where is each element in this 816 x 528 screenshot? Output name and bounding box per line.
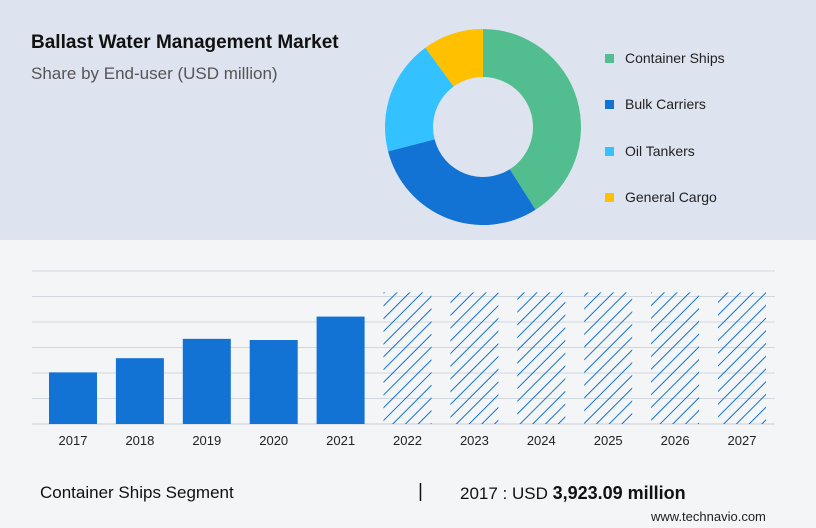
donut-slice-general-cargo <box>425 28 483 87</box>
donut-slice-bulk-carriers <box>388 139 536 225</box>
footer-separator: | <box>418 481 423 502</box>
segment-value: 2017 : USD 3,923.09 million <box>460 483 686 504</box>
legend-item-bulk-carriers: Bulk Carriers <box>605 94 706 114</box>
segment-label: Container Ships Segment <box>40 483 234 502</box>
forecast-bar-2024 <box>517 292 566 424</box>
x-tick-label-2025: 2025 <box>594 433 623 448</box>
forecast-bar-2025 <box>584 292 633 424</box>
legend-label: General Cargo <box>625 189 717 205</box>
donut-slice-container-ships <box>483 29 581 210</box>
x-tick-label-2018: 2018 <box>125 433 154 448</box>
legend-item-oil-tankers: Oil Tankers <box>605 141 695 161</box>
x-tick-label-2027: 2027 <box>728 433 757 448</box>
donut-chart <box>385 28 581 225</box>
x-tick-label-2019: 2019 <box>192 433 221 448</box>
donut-slice-oil-tankers <box>385 47 454 152</box>
x-tick-label-2021: 2021 <box>326 433 355 448</box>
x-tick-label-2022: 2022 <box>393 433 422 448</box>
x-tick-label-2017: 2017 <box>59 433 88 448</box>
x-tick-label-2020: 2020 <box>259 433 288 448</box>
bar-2018 <box>115 358 164 424</box>
forecast-bar-2022 <box>383 292 432 424</box>
legend-swatch <box>605 146 614 156</box>
legend-label: Container Ships <box>625 50 725 66</box>
bar-chart: 2017 2018 2019 2020 2021 2022 2023 2024 2025 2026… <box>32 270 775 448</box>
legend-label: Oil Tankers <box>625 143 695 159</box>
forecast-bar-2027 <box>718 292 766 424</box>
segment-value-amount: 3,923.09 million <box>552 483 686 503</box>
segment-value-prefix: 2017 : USD <box>460 484 553 503</box>
bar-2017 <box>49 372 97 424</box>
bar-2020 <box>249 340 298 424</box>
chart-subtitle: Share by End-user (USD million) <box>31 64 278 83</box>
bar-2021 <box>316 316 365 424</box>
brand-link[interactable]: www.technavio.com <box>651 509 766 524</box>
bar-2019 <box>182 338 231 424</box>
legend-swatch <box>605 99 614 109</box>
forecast-bar-2026 <box>651 292 700 424</box>
chart-title: Ballast Water Management Market <box>31 32 339 53</box>
legend-swatch <box>605 192 614 202</box>
x-tick-label-2026: 2026 <box>661 433 690 448</box>
x-tick-label-2024: 2024 <box>527 433 556 448</box>
legend-label: Bulk Carriers <box>625 96 706 112</box>
legend-item-container-ships: Container Ships <box>605 48 725 68</box>
x-tick-label-2023: 2023 <box>460 433 489 448</box>
forecast-bar-2023 <box>450 292 499 424</box>
legend-item-general-cargo: General Cargo <box>605 187 717 207</box>
legend-swatch <box>605 53 614 63</box>
